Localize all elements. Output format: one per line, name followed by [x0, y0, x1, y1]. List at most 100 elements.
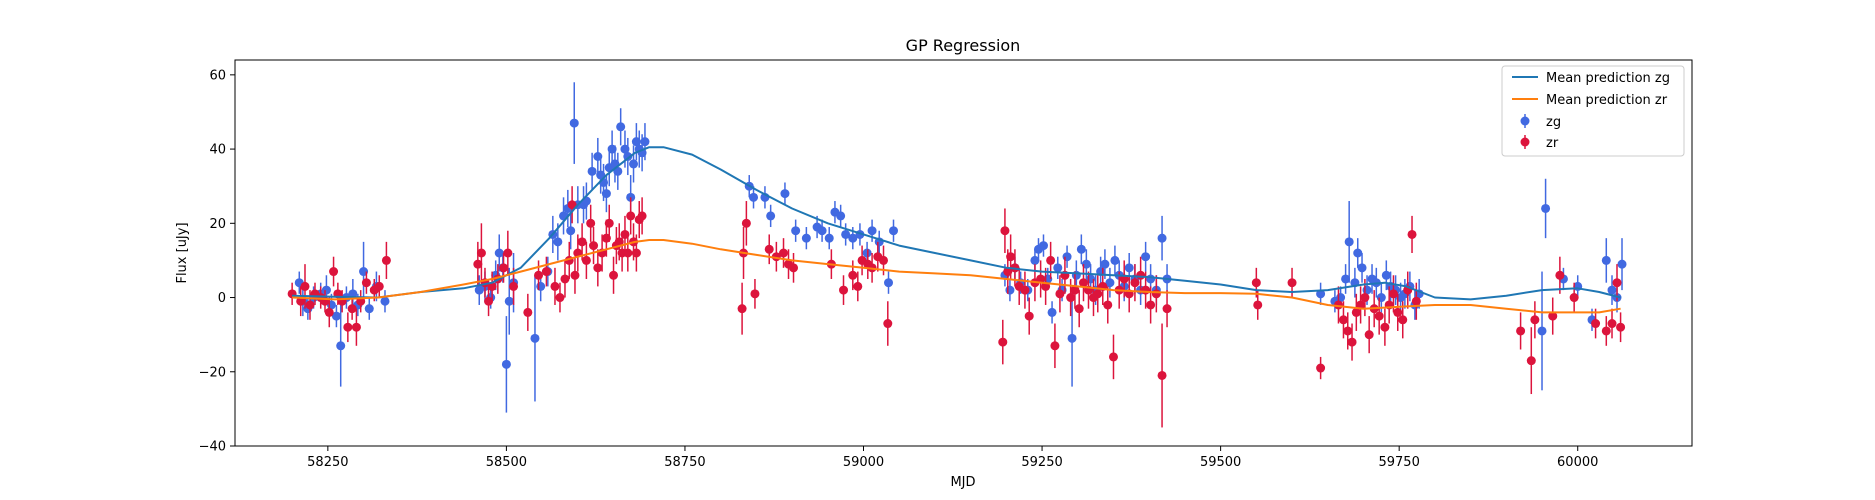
zr-point	[1607, 319, 1617, 329]
zr-point	[1388, 289, 1398, 299]
zr-point	[534, 270, 544, 280]
zr-point	[1612, 278, 1622, 288]
zr-point	[550, 281, 560, 291]
zr-point	[1146, 300, 1156, 310]
y-tick-label: 40	[209, 143, 226, 158]
zg-point	[530, 333, 540, 343]
x-tick-label: 59000	[843, 455, 884, 470]
zr-point	[609, 270, 619, 280]
zg-point	[587, 166, 597, 176]
zr-point	[1024, 311, 1034, 321]
legend-label-zg-line: Mean prediction zg	[1546, 71, 1670, 86]
zg-point	[1100, 259, 1110, 269]
zr-point	[1407, 229, 1417, 239]
zr-point	[1374, 311, 1384, 321]
zr-point	[523, 307, 533, 317]
zr-point	[476, 248, 486, 258]
zg-point	[824, 233, 834, 243]
zr-point	[1070, 285, 1080, 295]
zg-point	[1141, 252, 1151, 262]
legend-box	[1501, 65, 1685, 157]
zg-point	[569, 118, 579, 128]
zg-point	[494, 248, 504, 258]
zg-point	[501, 359, 511, 369]
zr-point	[1108, 352, 1118, 362]
x-axis-label: MJD	[950, 475, 975, 490]
zg-point	[321, 285, 331, 295]
legend-label-zr: zr	[1546, 136, 1559, 151]
zg-point	[1053, 263, 1063, 273]
zr-point	[555, 293, 565, 303]
zg-point	[1038, 241, 1048, 251]
zg-point	[884, 278, 894, 288]
zg-point	[1157, 233, 1167, 243]
zr-point	[499, 263, 509, 273]
zr-point	[1555, 270, 1565, 280]
zg-point	[640, 137, 650, 147]
zr-point	[626, 211, 636, 221]
zr-point	[1020, 285, 1030, 295]
zg-point	[1376, 293, 1386, 303]
zg-point	[536, 281, 546, 291]
zg-point	[801, 233, 811, 243]
legend-label-zr-line: Mean prediction zr	[1546, 93, 1668, 108]
zg-point	[1607, 285, 1617, 295]
zg-point	[504, 296, 514, 306]
zg-point	[836, 211, 846, 221]
zr-point	[1343, 326, 1353, 336]
zr-point	[1093, 289, 1103, 299]
zg-point	[1076, 244, 1086, 254]
zr-point	[1380, 322, 1390, 332]
zr-point	[1162, 304, 1172, 314]
zg-point	[1124, 263, 1134, 273]
zr-point	[560, 274, 570, 284]
zr-point	[1000, 226, 1010, 236]
zr-point	[484, 296, 494, 306]
zg-point	[1381, 270, 1391, 280]
y-axis-label: Flux [uJy]	[175, 222, 190, 283]
zr-point	[1103, 300, 1113, 310]
legend-swatch-zr-marker	[1520, 137, 1530, 147]
zg-point	[553, 237, 563, 247]
zg-point	[766, 211, 776, 221]
zg-point	[336, 341, 346, 351]
zg-point	[1110, 255, 1120, 265]
y-axis: −40 −20 0 20 40 60	[199, 68, 235, 455]
zg-point	[889, 226, 899, 236]
zr-point	[848, 270, 858, 280]
legend-swatch-zg-marker	[1520, 116, 1530, 126]
zr-point	[1569, 293, 1579, 303]
zr-point	[586, 218, 596, 228]
zr-point	[741, 218, 751, 228]
zr-point	[1411, 296, 1421, 306]
zr-point	[347, 304, 357, 314]
zr-point	[1530, 315, 1540, 325]
zg-point	[1067, 333, 1077, 343]
zg-point	[1062, 252, 1072, 262]
zr-point	[1130, 278, 1140, 288]
zg-point	[616, 122, 626, 132]
zr-point	[779, 248, 789, 258]
zg-point	[867, 226, 877, 236]
zr-point	[1516, 326, 1526, 336]
zr-point	[361, 278, 371, 288]
y-tick-label: −40	[199, 440, 226, 455]
zg-point	[1047, 307, 1057, 317]
series-zg	[294, 82, 1627, 413]
x-tick-label: 59250	[1021, 455, 1062, 470]
zg-point	[566, 226, 576, 236]
legend: Mean prediction zg Mean prediction zr zg…	[1501, 65, 1685, 157]
zg-point	[1344, 237, 1354, 247]
zr-point	[1351, 307, 1361, 317]
zg-point	[780, 189, 790, 199]
zg-point	[749, 192, 759, 202]
zg-point	[380, 296, 390, 306]
zr-point	[631, 248, 641, 258]
x-tick-label: 58750	[664, 455, 705, 470]
zr-point	[374, 281, 384, 291]
zg-point	[1353, 248, 1363, 258]
zg-point	[1071, 270, 1081, 280]
zg-point	[817, 226, 827, 236]
x-tick-label: 59750	[1378, 455, 1419, 470]
